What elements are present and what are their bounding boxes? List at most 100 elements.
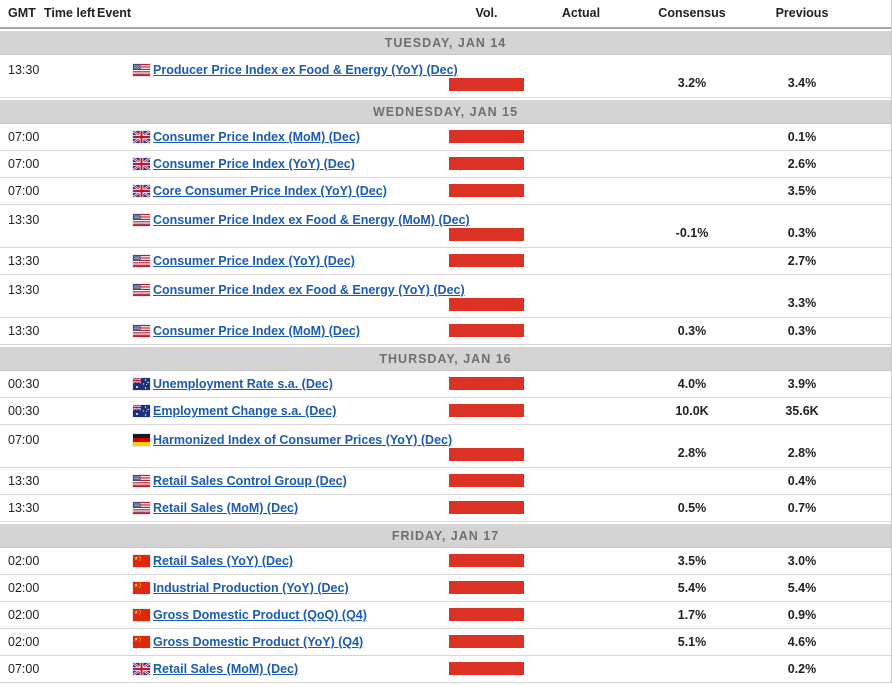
- flag-us-icon: [132, 63, 151, 77]
- volatility-bar: [449, 78, 524, 91]
- event-row: 07:00 Consumer Price Index (YoY) (Dec) 2…: [0, 151, 891, 178]
- flag-au-icon: [132, 377, 151, 391]
- flag-us-icon: [132, 283, 151, 297]
- volatility-bar: [449, 448, 524, 461]
- flag-cn-icon: [132, 581, 151, 595]
- event-link[interactable]: Consumer Price Index (MoM) (Dec): [153, 130, 360, 144]
- volatility-bar: [449, 324, 524, 337]
- event-link[interactable]: Consumer Price Index (YoY) (Dec): [153, 254, 355, 268]
- event-row: 07:00 Harmonized Index of Consumer Price…: [0, 425, 891, 468]
- event-row: 07:00 Consumer Price Index (MoM) (Dec) 0…: [0, 124, 891, 151]
- volatility-bar: [449, 554, 524, 567]
- flag-uk-icon: [132, 130, 151, 144]
- consensus-value: 2.8%: [677, 446, 707, 460]
- event-row: 00:30 Unemployment Rate s.a. (Dec) 4.0% …: [0, 371, 891, 398]
- flag-us-icon: [132, 213, 151, 227]
- flag-cn-icon: [132, 635, 151, 649]
- flag-cn-icon: [132, 608, 151, 622]
- column-header-previous: Previous: [775, 6, 829, 20]
- consensus-value: 3.2%: [677, 76, 707, 90]
- event-row: 02:00 Gross Domestic Product (YoY) (Q4) …: [0, 629, 891, 656]
- event-link[interactable]: Core Consumer Price Index (YoY) (Dec): [153, 184, 387, 198]
- previous-value: 0.9%: [787, 608, 817, 622]
- event-link[interactable]: Gross Domestic Product (QoQ) (Q4): [153, 608, 367, 622]
- event-row: 07:00 Core Consumer Price Index (YoY) (D…: [0, 178, 891, 205]
- consensus-value: 1.7%: [677, 608, 707, 622]
- event-time-gmt: 13:30: [8, 474, 40, 488]
- volatility-bar: [449, 254, 524, 267]
- event-link[interactable]: Harmonized Index of Consumer Prices (YoY…: [153, 433, 453, 447]
- flag-uk-icon: [132, 157, 151, 171]
- event-link[interactable]: Employment Change s.a. (Dec): [153, 404, 337, 418]
- event-time-gmt: 07:00: [8, 662, 40, 676]
- event-time-gmt: 13:30: [8, 324, 40, 338]
- event-link[interactable]: Producer Price Index ex Food & Energy (Y…: [153, 63, 458, 77]
- day-group-header: FRIDAY, JAN 17: [0, 524, 891, 548]
- previous-value: 0.2%: [787, 662, 817, 676]
- previous-value: 0.3%: [787, 226, 817, 240]
- day-group-label: WEDNESDAY, JAN 15: [372, 105, 519, 119]
- previous-value: 0.7%: [787, 501, 817, 515]
- consensus-value: 4.0%: [677, 377, 707, 391]
- flag-us-icon: [132, 474, 151, 488]
- volatility-bar: [449, 157, 524, 170]
- table-header-row: GMT Time left Event Vol. Actual Consensu…: [0, 0, 891, 29]
- event-time-gmt: 07:00: [8, 433, 40, 447]
- consensus-value: 0.5%: [677, 501, 707, 515]
- previous-value: 3.9%: [787, 377, 817, 391]
- column-header-gmt: GMT: [8, 6, 36, 20]
- flag-uk-icon: [132, 662, 151, 676]
- event-link[interactable]: Consumer Price Index (YoY) (Dec): [153, 157, 355, 171]
- event-row: 00:30 Employment Change s.a. (Dec) 10.0K…: [0, 398, 891, 425]
- consensus-value: 10.0K: [675, 404, 709, 418]
- event-time-gmt: 02:00: [8, 581, 40, 595]
- event-row: 02:00 Retail Sales (YoY) (Dec) 3.5% 3.0%: [0, 548, 891, 575]
- previous-value: 4.6%: [787, 635, 817, 649]
- column-header-event: Event: [97, 6, 132, 20]
- event-time-gmt: 02:00: [8, 635, 40, 649]
- previous-value: 2.7%: [787, 254, 817, 268]
- previous-value: 3.5%: [787, 184, 817, 198]
- day-group-header: WEDNESDAY, JAN 15: [0, 100, 891, 124]
- event-row: 13:30 Consumer Price Index (MoM) (Dec) 0…: [0, 318, 891, 345]
- consensus-value: 5.1%: [677, 635, 707, 649]
- event-time-gmt: 13:30: [8, 254, 40, 268]
- event-link[interactable]: Consumer Price Index (MoM) (Dec): [153, 324, 360, 338]
- table-body: TUESDAY, JAN 14 13:30 Producer Price Ind…: [0, 31, 891, 683]
- event-link[interactable]: Unemployment Rate s.a. (Dec): [153, 377, 333, 391]
- day-group-header: TUESDAY, JAN 14: [0, 31, 891, 55]
- previous-value: 3.3%: [787, 296, 817, 310]
- volatility-bar: [449, 184, 524, 197]
- event-time-gmt: 13:30: [8, 283, 40, 297]
- event-time-gmt: 13:30: [8, 63, 40, 77]
- event-link[interactable]: Consumer Price Index ex Food & Energy (M…: [153, 213, 470, 227]
- previous-value: 2.8%: [787, 446, 817, 460]
- event-link[interactable]: Consumer Price Index ex Food & Energy (Y…: [153, 283, 465, 297]
- event-row: 07:00 Retail Sales (MoM) (Dec) 0.2%: [0, 656, 891, 683]
- flag-uk-icon: [132, 184, 151, 198]
- volatility-bar: [449, 501, 524, 514]
- event-link[interactable]: Retail Sales Control Group (Dec): [153, 474, 347, 488]
- event-row: 13:30 Consumer Price Index ex Food & Ene…: [0, 275, 891, 318]
- event-link[interactable]: Industrial Production (YoY) (Dec): [153, 581, 349, 595]
- event-link[interactable]: Retail Sales (MoM) (Dec): [153, 501, 299, 515]
- previous-value: 35.6K: [785, 404, 819, 418]
- previous-value: 5.4%: [787, 581, 817, 595]
- event-link[interactable]: Gross Domestic Product (YoY) (Q4): [153, 635, 364, 649]
- volatility-bar: [449, 581, 524, 594]
- consensus-value: 5.4%: [677, 581, 707, 595]
- previous-value: 2.6%: [787, 157, 817, 171]
- consensus-value: 3.5%: [677, 554, 707, 568]
- event-row: 13:30 Retail Sales (MoM) (Dec) 0.5% 0.7%: [0, 495, 891, 522]
- event-time-gmt: 07:00: [8, 157, 40, 171]
- previous-value: 3.4%: [787, 76, 817, 90]
- event-link[interactable]: Retail Sales (YoY) (Dec): [153, 554, 294, 568]
- event-link[interactable]: Retail Sales (MoM) (Dec): [153, 662, 299, 676]
- day-group-header: THURSDAY, JAN 16: [0, 347, 891, 371]
- column-header-actual: Actual: [561, 6, 601, 20]
- event-row: 13:30 Consumer Price Index (YoY) (Dec) 2…: [0, 248, 891, 275]
- column-header-vol: Vol.: [475, 6, 498, 20]
- event-row: 13:30 Retail Sales Control Group (Dec) 0…: [0, 468, 891, 495]
- consensus-value: -0.1%: [675, 226, 709, 240]
- event-row: 13:30 Consumer Price Index ex Food & Ene…: [0, 205, 891, 248]
